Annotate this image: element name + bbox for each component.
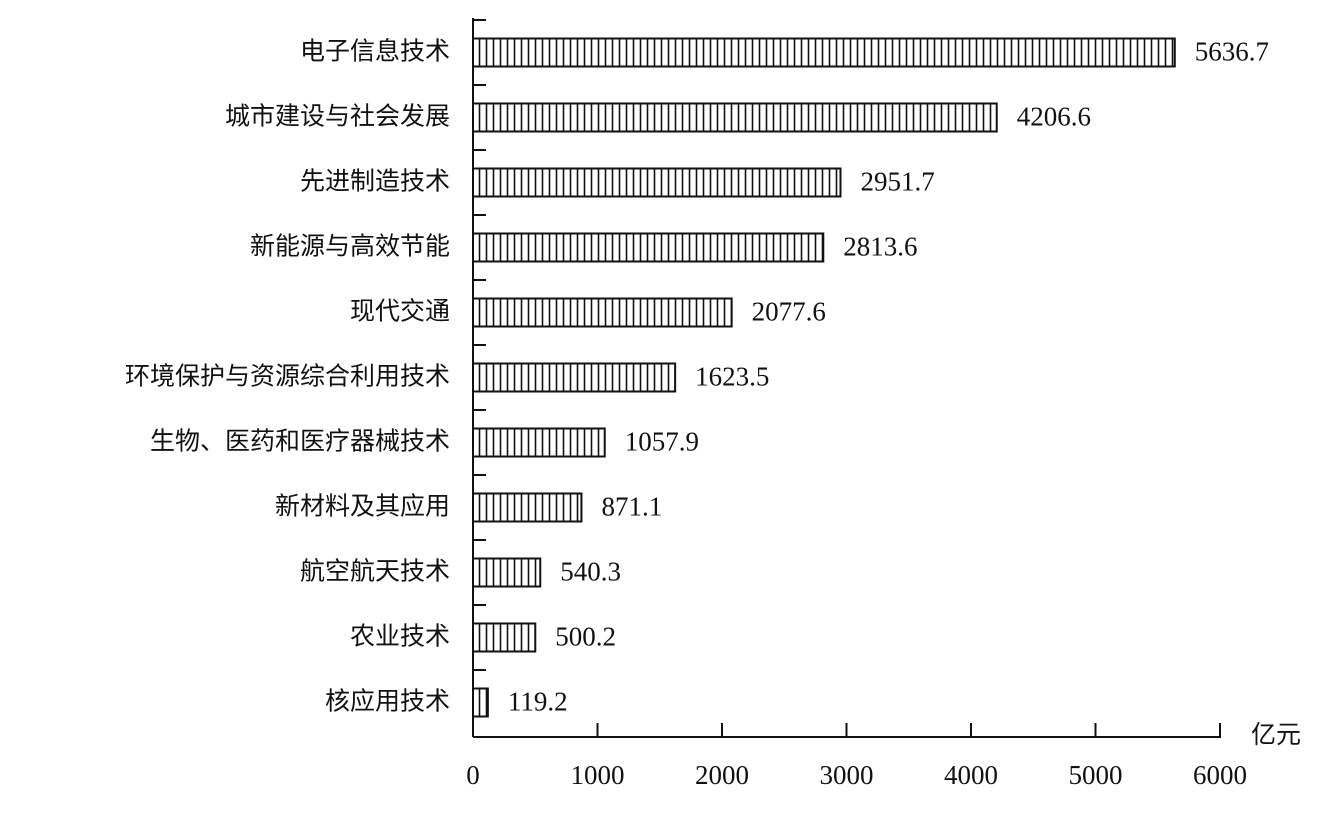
bar xyxy=(472,687,489,718)
y-tick-label: 新材料及其应用 xyxy=(275,492,450,521)
bar xyxy=(472,232,825,263)
value-label: 1057.9 xyxy=(625,427,699,457)
value-label: 871.1 xyxy=(601,492,662,522)
bar xyxy=(472,37,1176,68)
bar xyxy=(472,427,606,458)
y-tick-label: 城市建设与社会发展 xyxy=(225,102,450,131)
value-label: 2951.7 xyxy=(860,167,934,197)
y-tick-label: 环境保护与资源综合利用技术 xyxy=(125,362,450,391)
x-tick-label: 6000 xyxy=(1193,760,1247,790)
y-tick-label: 电子信息技术 xyxy=(300,37,450,66)
bar xyxy=(472,622,537,653)
y-tick-label: 现代交通 xyxy=(350,297,450,326)
bar xyxy=(472,102,998,133)
y-tick-label: 核应用技术 xyxy=(325,687,450,716)
value-label: 119.2 xyxy=(508,687,568,717)
y-tick-label: 新能源与高效节能 xyxy=(250,232,450,261)
value-label: 1623.5 xyxy=(695,362,769,392)
bar xyxy=(472,557,542,588)
value-label: 540.3 xyxy=(560,557,621,587)
bar xyxy=(472,492,583,523)
x-tick-label: 2000 xyxy=(695,760,749,790)
bar xyxy=(472,167,842,198)
value-label: 5636.7 xyxy=(1195,37,1269,67)
value-label: 2813.6 xyxy=(843,232,917,262)
bar xyxy=(472,362,677,393)
x-tick-label: 0 xyxy=(466,760,480,790)
x-axis-unit: 亿元 xyxy=(1251,720,1301,749)
y-tick-label: 生物、医药和医疗器械技术 xyxy=(150,427,450,456)
y-tick-label: 农业技术 xyxy=(350,622,450,651)
x-tick-label: 3000 xyxy=(820,760,874,790)
y-tick-label: 先进制造技术 xyxy=(300,167,450,196)
x-tick-label: 1000 xyxy=(571,760,625,790)
x-tick-label: 5000 xyxy=(1069,760,1123,790)
value-label: 500.2 xyxy=(555,622,616,652)
bar xyxy=(472,297,733,328)
x-tick-label: 4000 xyxy=(944,760,998,790)
y-tick-label: 航空航天技术 xyxy=(300,557,450,586)
value-label: 2077.6 xyxy=(752,297,826,327)
value-label: 4206.6 xyxy=(1017,102,1091,132)
